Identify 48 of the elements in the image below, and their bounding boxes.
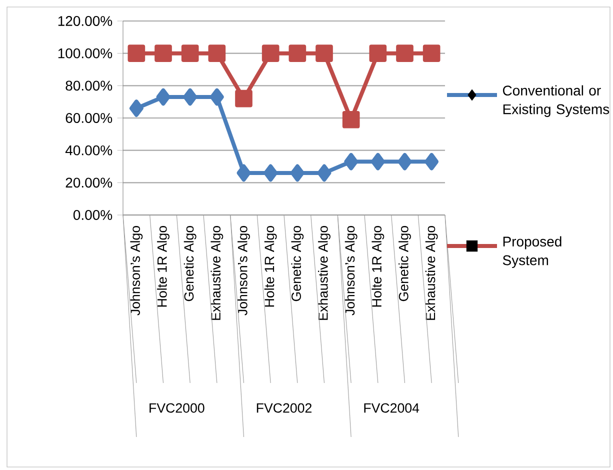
text: FVC2000 — [150, 403, 204, 413]
point — [128, 44, 146, 62]
y-tick-label: 80.00% — [66, 80, 112, 91]
legend-label: Conventional or Existing Systems — [502, 85, 610, 117]
x-tick-label: Holte 1R Algo — [372, 226, 384, 307]
x-tick-label: Exhaustive Algo — [425, 226, 438, 320]
x-tick-label: Exhaustive Algo — [210, 226, 224, 320]
point — [183, 88, 198, 106]
point — [235, 90, 252, 108]
point — [396, 44, 414, 62]
x-tick-label: Johnson’s Algo — [238, 226, 250, 316]
point — [422, 44, 440, 62]
point — [156, 88, 170, 106]
point — [264, 164, 278, 182]
point — [290, 164, 304, 182]
legend-label: Proposed System — [502, 236, 562, 268]
point — [317, 164, 332, 182]
y-tick-label: 0.00% — [73, 210, 112, 220]
y-tick-label: 100.00% — [58, 48, 112, 58]
point — [262, 44, 280, 62]
x-tick-label: Exhaustive Algo — [318, 226, 330, 320]
point — [208, 44, 226, 62]
x-tick-label: Holte 1R Algo — [264, 226, 277, 307]
x-tick-label: Johnson’s Algo — [130, 226, 143, 316]
point — [342, 110, 360, 128]
x-tick-label: Holte 1R Algo — [157, 226, 170, 307]
y-tick-label: 60.00% — [66, 113, 112, 123]
point — [369, 44, 387, 62]
point — [316, 44, 333, 62]
point — [398, 152, 412, 170]
point — [236, 164, 251, 182]
x-tick-label: Genetic Algo — [184, 226, 196, 302]
point — [288, 44, 306, 62]
y-tick-label: 20.00% — [66, 178, 112, 188]
y-tick-label: 120.00% — [58, 16, 112, 26]
point — [344, 152, 358, 170]
point — [181, 44, 199, 62]
point — [370, 152, 385, 170]
x-tick-label: Genetic Algo — [398, 226, 411, 302]
x-tick-label: Genetic Algo — [291, 226, 304, 302]
point — [210, 88, 224, 106]
point — [129, 100, 144, 117]
y-tick-label: 40.00% — [65, 145, 112, 156]
x-tick-label: Johnson’s Algo — [344, 226, 358, 316]
text: FVC2004 — [364, 403, 420, 413]
text: FVC2002 — [256, 403, 312, 413]
point — [424, 152, 439, 170]
point — [154, 44, 172, 62]
